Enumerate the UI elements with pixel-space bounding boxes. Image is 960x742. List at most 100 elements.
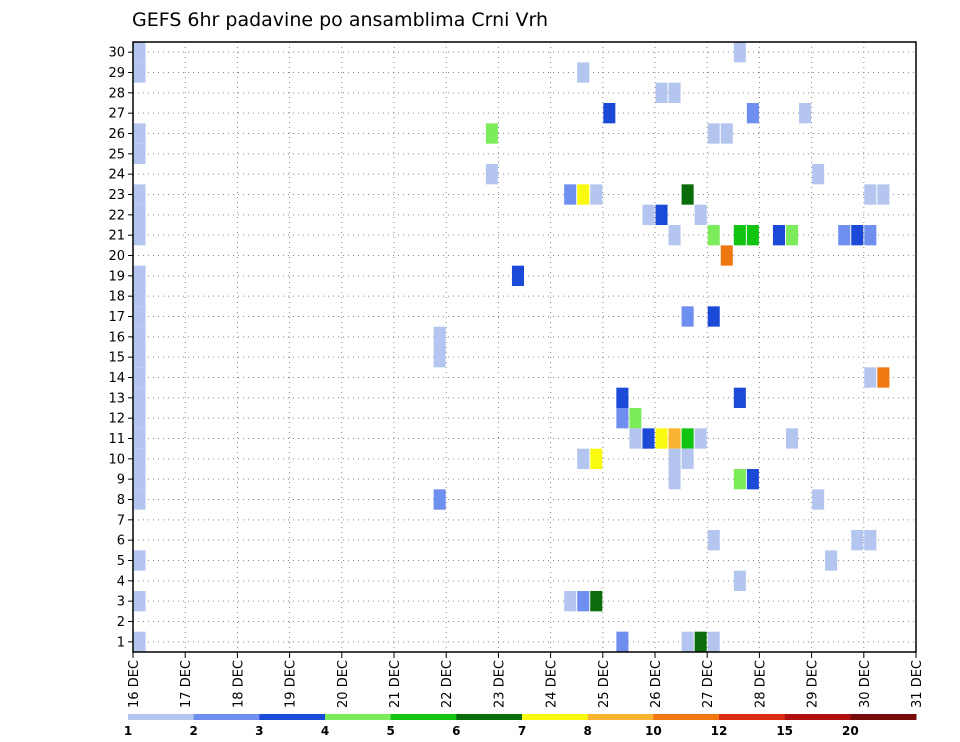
precip-cell — [812, 489, 825, 510]
precip-cell — [564, 184, 577, 205]
precip-cell — [681, 428, 694, 449]
y-tick-label: 16 — [108, 330, 125, 345]
precip-cell — [681, 184, 694, 205]
colorbar-swatch — [456, 714, 523, 720]
precip-cell — [746, 103, 759, 124]
precip-cell — [511, 265, 524, 286]
precip-cell — [485, 164, 498, 185]
precip-cell — [825, 550, 838, 571]
precip-cell — [133, 367, 146, 388]
x-tick-label: 20 DEC — [336, 660, 351, 708]
precip-cell — [629, 408, 642, 429]
precip-cell — [133, 428, 146, 449]
precip-cell — [864, 184, 877, 205]
precip-cell — [864, 367, 877, 388]
x-tick-label: 31 DEC — [910, 660, 925, 708]
precip-cell — [642, 204, 655, 225]
y-tick-label: 26 — [108, 127, 125, 142]
colorbar-swatch — [193, 714, 260, 720]
precip-cell — [133, 123, 146, 144]
precip-cell — [746, 225, 759, 246]
precip-cell — [707, 225, 720, 246]
colorbar-label: 6 — [452, 724, 460, 738]
precip-cell — [694, 631, 707, 652]
colorbar-label: 20 — [842, 724, 859, 738]
y-tick-label: 5 — [117, 554, 125, 569]
y-tick-label: 9 — [117, 473, 125, 488]
colorbar-label: 12 — [711, 724, 728, 738]
precip-cell — [733, 387, 746, 408]
precip-cell — [577, 184, 590, 205]
precip-cell — [433, 489, 446, 510]
precip-cell — [772, 225, 785, 246]
y-tick-label: 2 — [117, 615, 125, 630]
precip-cell — [133, 62, 146, 83]
y-tick-label: 17 — [108, 310, 125, 325]
precip-cell — [864, 225, 877, 246]
y-tick-label: 25 — [108, 147, 125, 162]
precip-cell — [707, 306, 720, 327]
y-tick-label: 3 — [117, 595, 125, 610]
y-tick-label: 7 — [117, 513, 125, 528]
y-tick-label: 23 — [108, 188, 125, 203]
precip-cell — [133, 631, 146, 652]
y-tick-label: 14 — [108, 371, 125, 386]
y-tick-label: 20 — [108, 249, 125, 264]
colorbar-label: 2 — [189, 724, 197, 738]
x-tick-label: 28 DEC — [753, 660, 768, 708]
x-tick-label: 16 DEC — [127, 660, 142, 708]
precip-cell — [720, 245, 733, 266]
precip-cell — [720, 123, 733, 144]
colorbar-label: 10 — [645, 724, 662, 738]
colorbar-label: 7 — [518, 724, 526, 738]
precip-cell — [746, 469, 759, 490]
y-tick-label: 19 — [108, 269, 125, 284]
precip-cell — [668, 448, 681, 469]
precip-cell — [851, 225, 864, 246]
y-tick-label: 29 — [108, 66, 125, 81]
precip-cell — [786, 428, 799, 449]
x-tick-label: 27 DEC — [701, 660, 716, 708]
precip-cell — [603, 103, 616, 124]
precip-cell — [577, 448, 590, 469]
precip-cell — [133, 591, 146, 612]
plot-frame — [132, 41, 917, 653]
colorbar-swatch — [719, 714, 786, 720]
colorbar-swatch — [784, 714, 851, 720]
colorbar-label: 8 — [583, 724, 591, 738]
x-tick-label: 24 DEC — [545, 660, 560, 708]
precip-cell — [668, 469, 681, 490]
precip-cell — [133, 326, 146, 347]
y-tick-label: 6 — [117, 534, 125, 549]
y-tick-label: 28 — [108, 86, 125, 101]
precip-cell — [616, 387, 629, 408]
colorbar-label: 3 — [255, 724, 263, 738]
x-tick-label: 30 DEC — [858, 660, 873, 708]
colorbar-swatch — [128, 714, 195, 720]
precip-cell — [668, 428, 681, 449]
chart-title: GEFS 6hr padavine po ansamblima Crni Vrh — [132, 9, 548, 31]
precip-cell — [590, 184, 603, 205]
colorbar-swatch — [259, 714, 326, 720]
colorbar-swatch — [653, 714, 720, 720]
y-tick-label: 22 — [108, 208, 125, 223]
colorbar-swatch — [850, 714, 917, 720]
precip-cell — [668, 82, 681, 103]
precip-cell — [655, 204, 668, 225]
x-tick-label: 21 DEC — [388, 660, 403, 708]
y-tick-label: 1 — [117, 635, 125, 650]
precip-cell — [681, 631, 694, 652]
x-tick-label: 19 DEC — [284, 660, 299, 708]
colorbar-label: 1 — [124, 724, 132, 738]
colorbar-swatch — [522, 714, 589, 720]
colorbar-swatch — [587, 714, 654, 720]
x-tick-label: 17 DEC — [179, 660, 194, 708]
precip-cell — [655, 82, 668, 103]
precip-cell — [485, 123, 498, 144]
colorbar-label: 15 — [776, 724, 793, 738]
precip-cell — [864, 530, 877, 551]
precip-cell — [642, 428, 655, 449]
y-tick-label: 27 — [108, 107, 125, 122]
y-tick-label: 11 — [108, 432, 125, 447]
